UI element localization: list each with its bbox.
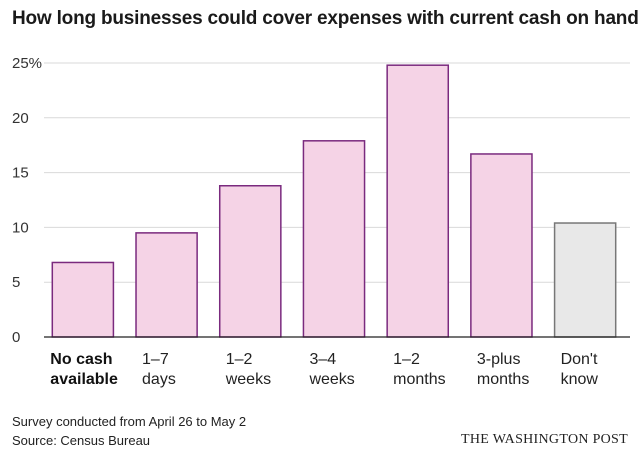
x-tick-label: 3–4 <box>309 351 336 368</box>
bar <box>218 185 282 338</box>
x-tick-label: Don't <box>561 351 598 368</box>
bar <box>135 232 198 338</box>
y-axis-ticks: 0 5 10 15 20 25% <box>12 55 42 346</box>
x-tick-label: weeks <box>225 371 271 388</box>
y-tick-label: 5 <box>12 274 20 291</box>
x-axis-labels: No cash available 1–7 days 1–2 weeks 3–4 weeks 1… <box>50 351 598 388</box>
bar <box>51 261 115 338</box>
y-tick-label: 20 <box>12 110 29 127</box>
x-tick-label: weeks <box>308 371 354 388</box>
chart-title: How long businesses could cover expenses… <box>12 8 639 29</box>
x-tick-label: 3-plus <box>477 351 521 368</box>
x-tick-label: 1–2 <box>393 351 420 368</box>
source-note: Source: Census Bureau <box>12 433 151 448</box>
y-tick-label: 10 <box>12 219 29 236</box>
bar <box>470 153 533 338</box>
x-tick-label: 1–7 <box>142 351 169 368</box>
x-tick-label: months <box>477 371 529 388</box>
bar <box>302 140 366 338</box>
x-tick-label: available <box>50 371 118 388</box>
y-tick-label: 0 <box>12 329 20 346</box>
bars <box>51 64 617 338</box>
y-tick-label: 25% <box>12 55 42 72</box>
x-tick-label: months <box>393 371 445 388</box>
x-tick-label: know <box>561 371 599 388</box>
x-tick-label: No cash <box>50 351 112 368</box>
publisher-logo-text: THE WASHINGTON POST <box>461 432 628 447</box>
bar <box>386 64 450 338</box>
survey-note: Survey conducted from April 26 to May 2 <box>12 414 247 429</box>
x-tick-label: days <box>142 371 176 388</box>
bar <box>553 222 617 338</box>
x-tick-label: 1–2 <box>226 351 253 368</box>
y-tick-label: 15 <box>12 165 29 182</box>
